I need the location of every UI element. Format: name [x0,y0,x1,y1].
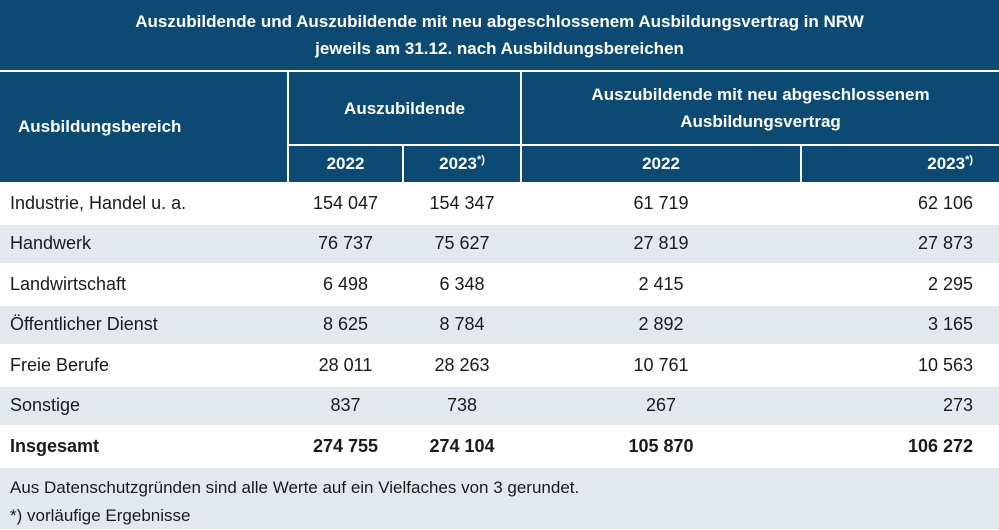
table-row: Sonstige 837 738 267 273 [0,385,999,427]
cell-value: 6 498 [288,264,403,306]
header-area: Ausbildungsbereich [0,71,289,184]
table-row: Handwerk 76 737 75 627 27 819 27 873 [0,223,999,265]
year-label: 2022 [642,154,680,173]
total-value: 274 104 [403,426,521,468]
header-year: 2023*) [403,145,522,184]
total-row: Insgesamt 274 755 274 104 105 870 106 27… [0,426,999,468]
header-year: 2022 [288,145,404,184]
table-notes: Aus Datenschutzgründen sind alle Werte a… [0,467,999,529]
cell-value: 75 627 [403,223,521,265]
cell-value: 62 106 [801,183,999,225]
header-year: 2023*) [801,145,999,184]
cell-value: 10 563 [801,345,999,387]
cell-value: 27 819 [521,223,801,265]
row-label: Freie Berufe [0,345,288,387]
cell-value: 154 347 [403,183,521,225]
row-label: Landwirtschaft [0,264,288,306]
cell-value: 61 719 [521,183,801,225]
table-row: Öffentlicher Dienst 8 625 8 784 2 892 3 … [0,304,999,346]
table-row: Freie Berufe 28 011 28 263 10 761 10 563 [0,345,999,387]
title-line-2: jeweils am 31.12. nach Ausbildungsbereic… [315,39,684,58]
cell-value: 28 263 [403,345,521,387]
footnote-mark: *) [965,154,974,166]
table-row: Landwirtschaft 6 498 6 348 2 415 2 295 [0,264,999,306]
cell-value: 27 873 [801,223,999,265]
year-label: 2022 [326,154,365,173]
table-title: Auszubildende und Auszubildende mit neu … [0,0,999,72]
header-group-neu: Auszubildende mit neu abgeschlossenem Au… [521,71,999,146]
note-rounding: Aus Datenschutzgründen sind alle Werte a… [10,477,580,497]
total-value: 105 870 [521,426,801,468]
header-group-auszubildende: Auszubildende [288,71,522,146]
header-group-neu-line2: Ausbildungsvertrag [680,112,841,131]
cell-value: 2 295 [801,264,999,306]
row-label: Öffentlicher Dienst [0,304,288,346]
cell-value: 6 348 [403,264,521,306]
title-line-1: Auszubildende und Auszubildende mit neu … [135,12,864,31]
header-year: 2022 [521,145,802,184]
row-label: Sonstige [0,385,288,427]
cell-value: 8 625 [288,304,403,346]
header-group-neu-line1: Auszubildende mit neu abgeschlossenem [591,85,930,104]
cell-value: 154 047 [288,183,403,225]
cell-value: 76 737 [288,223,403,265]
cell-value: 10 761 [521,345,801,387]
year-label: 2023 [439,154,477,173]
cell-value: 28 011 [288,345,403,387]
cell-value: 273 [801,385,999,427]
row-label: Industrie, Handel u. a. [0,183,288,225]
year-label: 2023 [927,154,966,173]
table-row: Industrie, Handel u. a. 154 047 154 347 … [0,183,999,225]
data-table: Auszubildende und Auszubildende mit neu … [0,0,999,468]
cell-value: 2 892 [521,304,801,346]
row-label: Handwerk [0,223,288,265]
footnote-mark: *) [476,154,485,166]
total-value: 106 272 [801,426,999,468]
cell-value: 8 784 [403,304,521,346]
cell-value: 2 415 [521,264,801,306]
cell-value: 837 [288,385,403,427]
cell-value: 3 165 [801,304,999,346]
total-label: Insgesamt [0,426,288,468]
cell-value: 267 [521,385,801,427]
cell-value: 738 [403,385,521,427]
note-preliminary: *) vorläufige Ergebnisse [10,505,191,525]
total-value: 274 755 [288,426,403,468]
